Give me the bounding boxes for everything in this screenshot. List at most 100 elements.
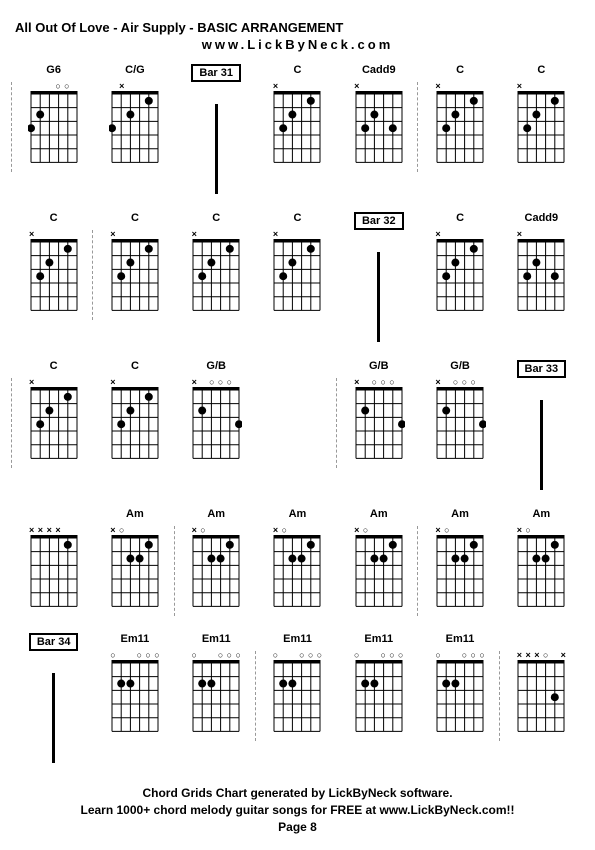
bar-label: Bar 34 bbox=[29, 633, 79, 651]
diagram-wrap: ×○○○ bbox=[353, 378, 405, 467]
chord-cell: C× bbox=[15, 212, 92, 319]
fretboard-diagram bbox=[515, 660, 567, 740]
diagram-wrap: × bbox=[28, 378, 80, 467]
chord-cell: C× bbox=[15, 360, 92, 467]
string-markers: ×○○○ bbox=[190, 378, 242, 386]
fretboard-diagram bbox=[353, 535, 405, 615]
beat-divider bbox=[174, 526, 176, 616]
chord-cell: C× bbox=[96, 212, 173, 319]
beat-divider bbox=[11, 82, 13, 172]
string-markers: ○○ bbox=[28, 82, 80, 90]
string-markers: × bbox=[271, 230, 323, 238]
chord-label: C bbox=[537, 64, 545, 80]
page-title: All Out Of Love - Air Supply - BASIC ARR… bbox=[15, 20, 580, 35]
chord-cell: Cadd9× bbox=[340, 64, 417, 171]
chord-label bbox=[52, 508, 55, 524]
string-markers: × bbox=[28, 230, 80, 238]
string-markers: ○○○○ bbox=[434, 651, 486, 659]
diagram-wrap: × bbox=[109, 82, 161, 171]
bar-label: Bar 33 bbox=[517, 360, 567, 378]
fretboard-diagram bbox=[28, 239, 80, 319]
bar-divider bbox=[52, 673, 55, 763]
fretboard-diagram bbox=[434, 387, 486, 467]
chord-row: G6○○C/G×Bar 31C×Cadd9×C×C× bbox=[15, 64, 580, 194]
diagram-wrap: ×××× bbox=[28, 526, 80, 615]
chord-cell: ×××× bbox=[15, 508, 92, 615]
chord-cell: C× bbox=[259, 212, 336, 319]
beat-divider bbox=[11, 378, 13, 468]
string-markers: ○○○○ bbox=[353, 651, 405, 659]
diagram-wrap: ×○○○ bbox=[190, 378, 242, 467]
footer-line3: Page 8 bbox=[15, 819, 580, 836]
beat-divider bbox=[499, 651, 501, 741]
bar-marker-cell: Bar 34 bbox=[15, 633, 92, 763]
chord-label: G/B bbox=[206, 360, 226, 376]
bar-divider bbox=[377, 252, 380, 342]
chord-cell: G/B ×○○○ bbox=[178, 360, 255, 467]
chord-label bbox=[540, 633, 543, 649]
fretboard-diagram bbox=[271, 535, 323, 615]
chord-label: G/B bbox=[369, 360, 389, 376]
diagram-wrap: ×××○× bbox=[515, 651, 567, 740]
chord-cell: Am×○ bbox=[421, 508, 498, 615]
string-markers: ×○ bbox=[434, 526, 486, 534]
chord-cell: Em11 ○○○○ bbox=[259, 633, 336, 740]
chord-cell: Am×○ bbox=[340, 508, 417, 615]
chord-label: G/B bbox=[450, 360, 470, 376]
fretboard-diagram bbox=[190, 535, 242, 615]
bar-divider bbox=[215, 104, 218, 194]
string-markers: × bbox=[434, 230, 486, 238]
fretboard-diagram bbox=[515, 535, 567, 615]
fretboard-diagram bbox=[28, 535, 80, 615]
chord-label: Em11 bbox=[283, 633, 312, 649]
chord-cell: Cadd9 × bbox=[503, 212, 580, 319]
chord-cell: C× bbox=[178, 212, 255, 319]
diagram-wrap: × bbox=[515, 230, 567, 319]
fretboard-diagram bbox=[109, 535, 161, 615]
chord-row: Bar 34Em11○○○○Em11○○○○Em11○○○○Em11○○○○Em… bbox=[15, 633, 580, 763]
chord-label: Am bbox=[370, 508, 388, 524]
fretboard-diagram bbox=[271, 239, 323, 319]
page: All Out Of Love - Air Supply - BASIC ARR… bbox=[0, 0, 595, 850]
string-markers: ×○○○ bbox=[353, 378, 405, 386]
string-markers: ×××○× bbox=[515, 651, 567, 659]
bar-label: Bar 31 bbox=[191, 64, 241, 82]
chord-cell: G/B ×○○○ bbox=[340, 360, 417, 467]
chord-cell: Am×○ bbox=[259, 508, 336, 615]
string-markers: × bbox=[434, 82, 486, 90]
fretboard-diagram bbox=[109, 387, 161, 467]
chord-cell: Am×○ bbox=[178, 508, 255, 615]
fretboard-diagram bbox=[190, 660, 242, 740]
diagram-wrap: × bbox=[190, 230, 242, 319]
chord-label: Em11 bbox=[121, 633, 150, 649]
footer-line2: Learn 1000+ chord melody guitar songs fo… bbox=[15, 802, 580, 819]
chord-label: C bbox=[50, 212, 58, 228]
beat-divider bbox=[255, 651, 257, 741]
chord-cell: C× bbox=[96, 360, 173, 467]
chord-label: G6 bbox=[46, 64, 61, 80]
string-markers: ○○○○ bbox=[271, 651, 323, 659]
string-markers: × bbox=[515, 230, 567, 238]
fretboard-diagram bbox=[109, 239, 161, 319]
bar-marker-cell: Bar 31 bbox=[178, 64, 255, 194]
chord-cell: Em11○○○○ bbox=[421, 633, 498, 740]
fretboard-diagram bbox=[434, 239, 486, 319]
diagram-wrap: ×○ bbox=[271, 526, 323, 615]
string-markers: ×○ bbox=[109, 526, 161, 534]
diagram-wrap: × bbox=[271, 230, 323, 319]
diagram-wrap: ×○ bbox=[434, 526, 486, 615]
bar-marker-cell: Bar 32 bbox=[340, 212, 417, 342]
fretboard-diagram bbox=[434, 535, 486, 615]
chord-label: C bbox=[131, 360, 139, 376]
chord-label: C bbox=[294, 64, 302, 80]
fretboard-diagram bbox=[353, 387, 405, 467]
diagram-wrap: ×○○○ bbox=[434, 378, 486, 467]
chord-label: Cadd9 bbox=[525, 212, 559, 228]
footer: Chord Grids Chart generated by LickByNec… bbox=[15, 785, 580, 835]
chord-label: C bbox=[212, 212, 220, 228]
beat-divider bbox=[417, 82, 419, 172]
string-markers: × bbox=[271, 82, 323, 90]
diagram-wrap: ○○ bbox=[28, 82, 80, 171]
chord-row: C×C×G/B×○○○ G/B×○○○G/B×○○○Bar 33 bbox=[15, 360, 580, 490]
fretboard-diagram bbox=[515, 239, 567, 319]
